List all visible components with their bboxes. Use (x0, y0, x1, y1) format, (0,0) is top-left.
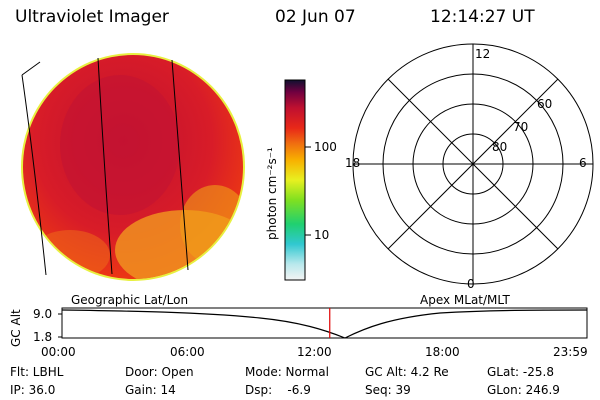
altitude-curve (61, 309, 588, 339)
geographic-label: Geographic Lat/Lon (71, 293, 189, 307)
gain-info: Gain: 14 (125, 383, 176, 397)
time-tick-1200: 12:00 (297, 345, 332, 359)
lat-label-80: 80 (492, 140, 508, 154)
date-label: 02 Jun 07 (275, 7, 356, 27)
mlt-label-12: 12 (475, 47, 491, 61)
altitude-plot (58, 307, 588, 339)
gc-alt-axis-label: GC Alt (9, 309, 23, 347)
mlat-mlt-polar-grid (352, 43, 594, 285)
mode-info: Mode: Normal (245, 365, 329, 379)
time-tick-1800: 18:00 (425, 345, 460, 359)
time-tick-0600: 06:00 (170, 345, 205, 359)
mlt-label-18: 18 (345, 156, 361, 170)
colorbar-tick-100: 100 (314, 140, 337, 154)
colorbar-tick-10: 10 (314, 228, 330, 242)
lat-label-60: 60 (537, 97, 553, 111)
time-label: 12:14:27 UT (430, 7, 535, 27)
seq-info: Seq: 39 (365, 383, 411, 397)
apex-label: Apex MLat/MLT (420, 293, 510, 307)
glon-info: GLon: 246.9 (487, 383, 560, 397)
lat-label-70: 70 (513, 120, 529, 134)
instrument-title: Ultraviolet Imager (15, 7, 169, 27)
alt-tick-high: 9.0 (33, 307, 53, 321)
time-tick-0000: 00:00 (41, 345, 76, 359)
ip-info: IP: 36.0 (10, 383, 56, 397)
earth-disc-image (21, 53, 245, 281)
flt-info: Flt: LBHL (10, 365, 64, 379)
mlt-label-6: 6 (579, 156, 587, 170)
dsp-info: Dsp: -6.9 (245, 383, 311, 397)
alt-tick-low: 1.8 (33, 330, 53, 344)
glat-info: GLat: -25.8 (487, 365, 554, 379)
time-tick-2359: 23:59 (553, 345, 588, 359)
color-scale-bar (284, 79, 306, 281)
mlt-label-0: 0 (467, 277, 475, 291)
door-info: Door: Open (125, 365, 194, 379)
colorbar-unit-label: photon cm⁻²s⁻¹ (265, 147, 279, 240)
gc-alt-info: GC Alt: 4.2 Re (365, 365, 449, 379)
